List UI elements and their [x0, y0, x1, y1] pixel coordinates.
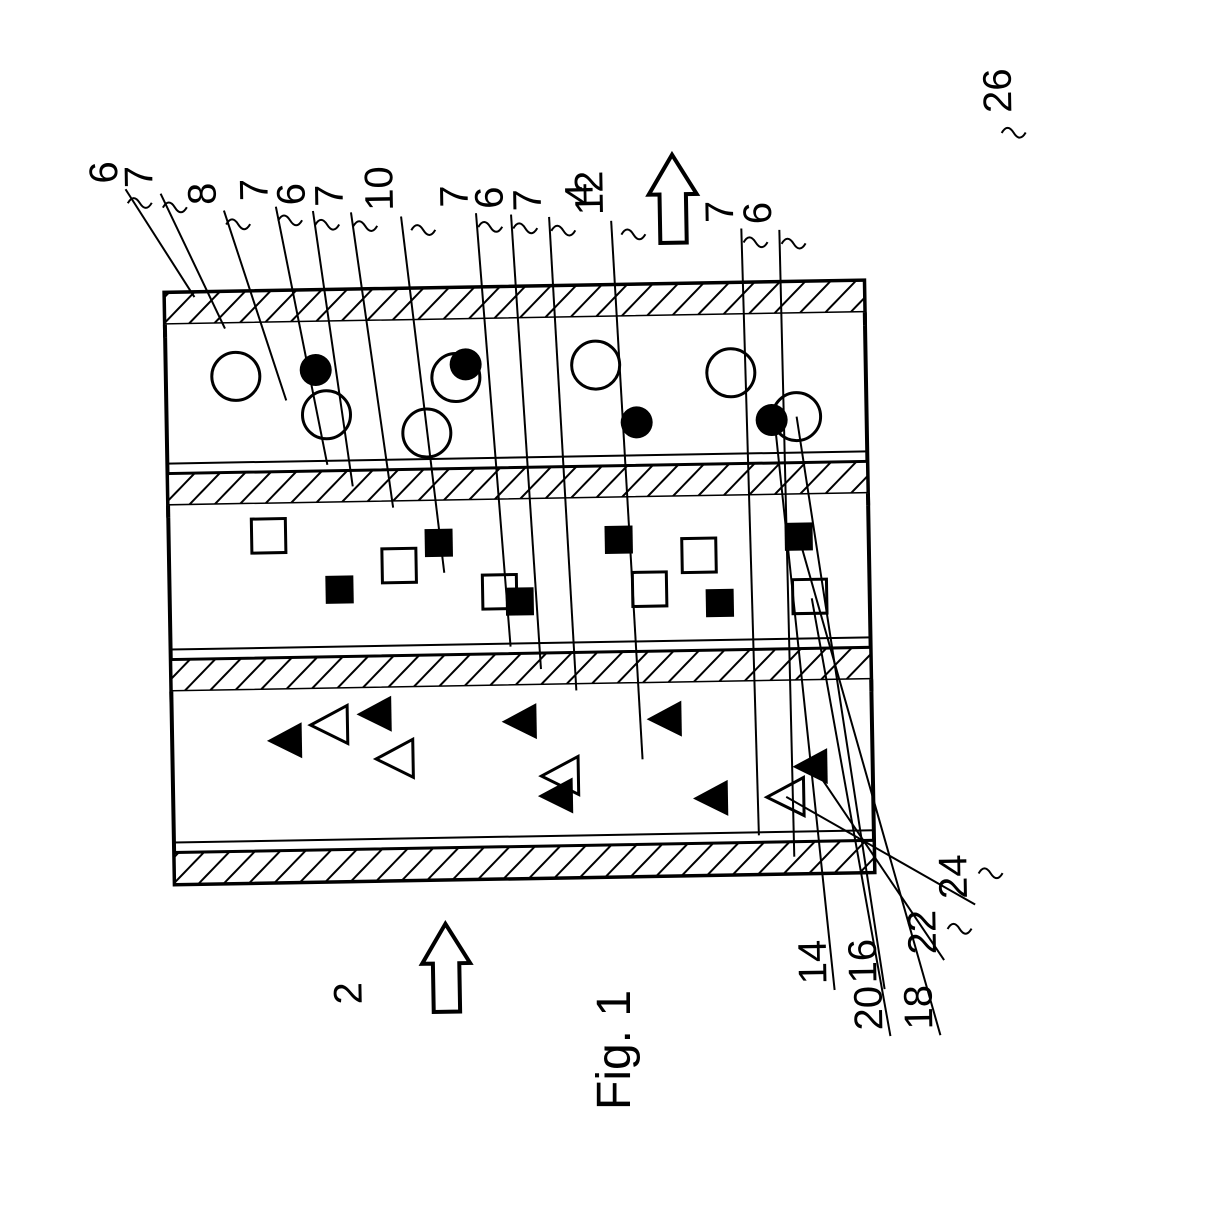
ref-label-7: 7: [506, 189, 550, 212]
ref-label-7: 7: [117, 165, 161, 188]
squiggle: [979, 868, 1003, 878]
ref-label-22: 22: [900, 910, 945, 955]
ref-label-10: 10: [357, 166, 402, 211]
squiggle: [781, 238, 805, 248]
squiggle: [743, 237, 767, 247]
circle-open-1: [302, 390, 351, 439]
square-filled-0: [325, 575, 353, 603]
ref-label-24: 24: [931, 854, 976, 899]
circle-open-5: [706, 348, 755, 397]
square-open-1: [382, 548, 417, 583]
ref-label-8: 8: [180, 182, 224, 205]
ref-label-26: 26: [976, 68, 1021, 113]
ref-label-6: 6: [736, 202, 780, 225]
device-body: [164, 280, 874, 884]
circle-open-4: [571, 341, 620, 390]
flow-arrow-in: [421, 923, 471, 1012]
squiggle: [551, 225, 575, 235]
ref-label-16: 16: [841, 939, 886, 984]
squiggle: [621, 229, 645, 239]
square-open-0: [251, 519, 286, 554]
squiggle: [128, 198, 152, 208]
square-filled-2: [506, 587, 534, 615]
ref-label-20: 20: [847, 986, 892, 1031]
figure-caption: Fig. 1: [588, 990, 641, 1110]
squiggle: [513, 223, 537, 233]
square-filled-4: [706, 589, 734, 617]
ref-label-7: 7: [307, 184, 351, 207]
circle-open-0: [211, 352, 260, 401]
squiggle: [478, 222, 502, 232]
device-group: [162, 151, 877, 1016]
ref-label-4: 4: [557, 183, 601, 206]
squiggle: [411, 225, 435, 235]
ref-label-2: 2: [326, 982, 370, 1005]
flow-arrow-out: [648, 154, 698, 243]
squiggle: [1002, 128, 1026, 138]
square-open-3: [632, 572, 667, 607]
squiggle: [947, 924, 971, 934]
ref-label-18: 18: [897, 985, 942, 1030]
squiggle: [278, 215, 302, 225]
ref-label-14: 14: [791, 940, 836, 985]
squiggle: [353, 221, 377, 231]
squiggle: [315, 220, 339, 230]
square-open-4: [682, 538, 717, 573]
